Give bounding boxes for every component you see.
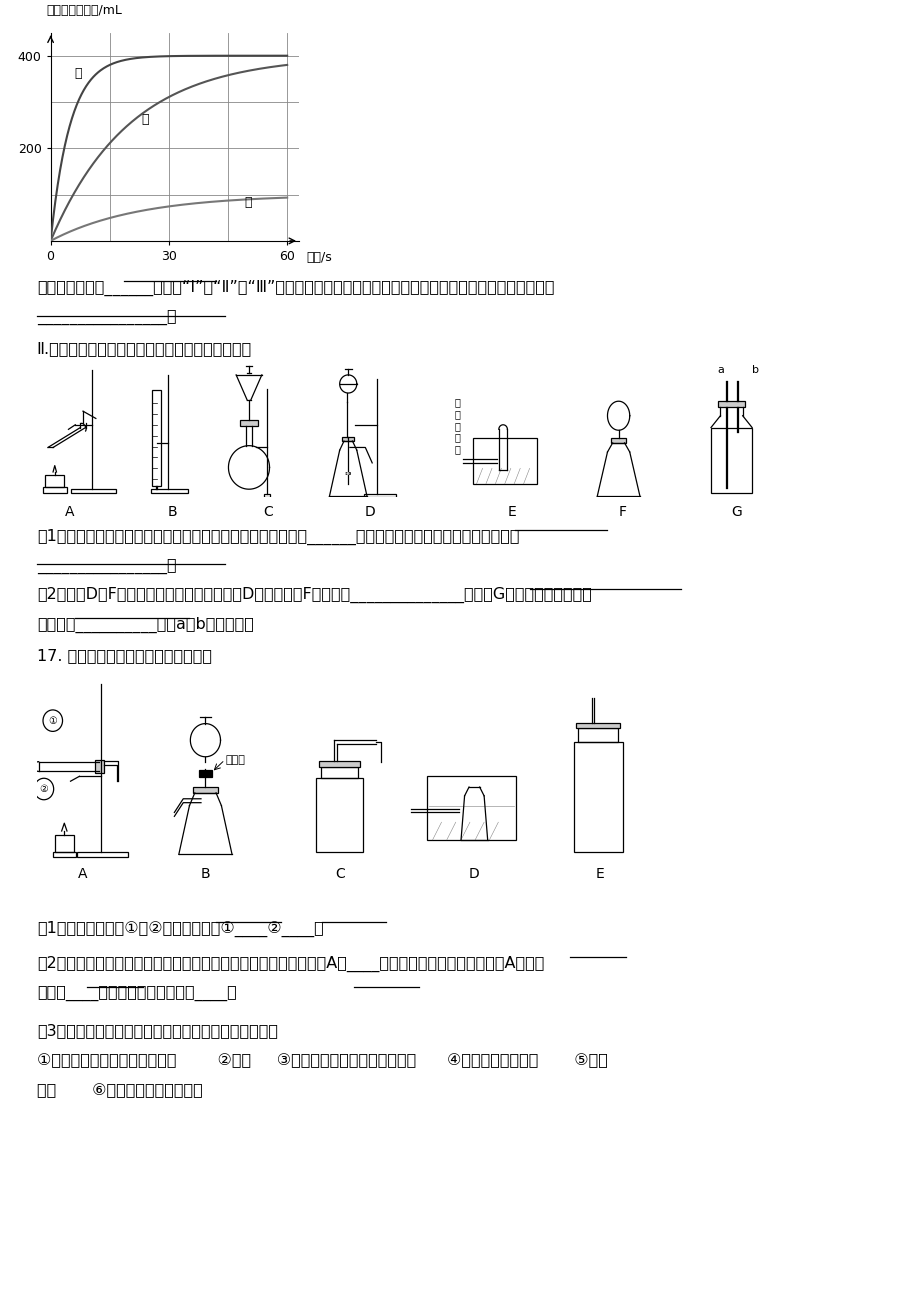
Text: 乙: 乙 bbox=[142, 113, 149, 126]
Bar bbox=[576, 723, 619, 728]
Bar bbox=[240, 421, 257, 426]
Text: 止水夹: 止水夹 bbox=[225, 755, 245, 764]
Text: Ⅱ.利用以下实验装置进行实验，请回答下列问题。: Ⅱ.利用以下实验装置进行实验，请回答下列问题。 bbox=[37, 341, 252, 357]
Bar bbox=[426, 776, 516, 840]
Bar bbox=[717, 401, 744, 406]
Text: （2）装置D、F都可用来制取二氧化碳，装置D相对于装置F的优势是______________。若用G装置收集二氧化碳，: （2）装置D、F都可用来制取二氧化碳，装置D相对于装置F的优势是________… bbox=[37, 587, 591, 603]
Bar bbox=[96, 759, 104, 773]
Text: 图中丙对应实验______（选填“Ⅰ”、“Ⅱ”或“Ⅲ”）确定用乙对应的药品制备并收集二氧化碳，反应的化学方程式是: 图中丙对应实验______（选填“Ⅰ”、“Ⅱ”或“Ⅲ”）确定用乙对应的药品制备并… bbox=[37, 280, 553, 296]
Text: 还缺少____。反应的文字表达式为____。: 还缺少____。反应的文字表达式为____。 bbox=[37, 986, 236, 1001]
Text: （2）小强想用高锔酸餱制取较纯净的氧气，他应选择上述装置中的A和____（填字母）进行组装。你认为A装置中: （2）小强想用高锔酸餱制取较纯净的氧气，他应选择上述装置中的A和____（填字母… bbox=[37, 956, 543, 971]
Text: b: b bbox=[751, 365, 758, 375]
Bar bbox=[363, 493, 396, 497]
Bar bbox=[472, 439, 537, 484]
Text: A: A bbox=[64, 505, 74, 518]
Bar bbox=[321, 767, 357, 779]
Bar bbox=[199, 771, 211, 777]
Text: D: D bbox=[469, 867, 479, 881]
Bar bbox=[345, 471, 349, 474]
Bar bbox=[153, 391, 161, 486]
Bar bbox=[577, 729, 618, 742]
Text: ①: ① bbox=[49, 716, 57, 725]
Text: 气体应从__________（填a或b）端进入。: 气体应从__________（填a或b）端进入。 bbox=[37, 617, 254, 633]
Text: E: E bbox=[506, 505, 516, 518]
Bar bbox=[610, 439, 626, 443]
Text: a: a bbox=[717, 365, 724, 375]
Bar bbox=[573, 742, 622, 852]
Bar bbox=[710, 427, 751, 493]
Bar bbox=[52, 852, 75, 858]
Bar bbox=[45, 475, 64, 487]
Text: （1）加热高锔酸餱制取并收集较为纯净的氧气，选用的装置是______（填写字母）。写出反应的化学方程式: （1）加热高锔酸餱制取并收集较为纯净的氧气，选用的装置是______（填写字母）… bbox=[37, 529, 518, 544]
Bar bbox=[151, 490, 188, 493]
Bar bbox=[76, 852, 128, 858]
Text: D: D bbox=[365, 505, 376, 518]
Bar bbox=[43, 487, 67, 493]
Bar bbox=[264, 493, 269, 497]
Text: B: B bbox=[200, 867, 210, 881]
Text: B: B bbox=[167, 505, 176, 518]
Text: ①把药品装入试管中并固定付器        ②加热     ③连接付器，检查装置的气密性      ④用排水法收集气体       ⑤停止: ①把药品装入试管中并固定付器 ②加热 ③连接付器，检查装置的气密性 ④用排水法收… bbox=[37, 1053, 607, 1069]
Text: 17. 实验室可选用下列装置制取气体：: 17. 实验室可选用下列装置制取气体： bbox=[37, 648, 211, 664]
Text: 加热       ⑥从水槽中取出导气管。: 加热 ⑥从水槽中取出导气管。 bbox=[37, 1083, 202, 1099]
Text: C: C bbox=[263, 505, 272, 518]
Text: A: A bbox=[78, 867, 87, 881]
Bar bbox=[319, 760, 359, 767]
Text: ________________。: ________________。 bbox=[37, 559, 176, 574]
Bar bbox=[54, 835, 74, 852]
Text: 甲: 甲 bbox=[74, 66, 82, 79]
Text: 多
孔
塑
料
板: 多 孔 塑 料 板 bbox=[454, 397, 460, 454]
Text: （1）写出图中标有①、②的付器名称：①____②____。: （1）写出图中标有①、②的付器名称：①____②____。 bbox=[37, 921, 323, 936]
Text: G: G bbox=[731, 505, 742, 518]
Text: C: C bbox=[335, 867, 345, 881]
Bar bbox=[71, 490, 116, 493]
Text: ________________。: ________________。 bbox=[37, 310, 176, 326]
Bar bbox=[316, 779, 362, 852]
Bar bbox=[193, 786, 218, 793]
Text: F: F bbox=[618, 505, 626, 518]
Text: 时间/s: 时间/s bbox=[306, 251, 332, 264]
Bar bbox=[342, 436, 354, 441]
Text: 二氧化碳的体积/mL: 二氧化碳的体积/mL bbox=[46, 4, 121, 17]
Text: ②: ② bbox=[40, 784, 48, 794]
Text: E: E bbox=[596, 867, 604, 881]
Text: 丙: 丙 bbox=[244, 197, 251, 210]
Text: （3）实验室用高锔酸餱制取氧气有以下主要操作步骤：: （3）实验室用高锔酸餱制取氧气有以下主要操作步骤： bbox=[37, 1023, 278, 1039]
